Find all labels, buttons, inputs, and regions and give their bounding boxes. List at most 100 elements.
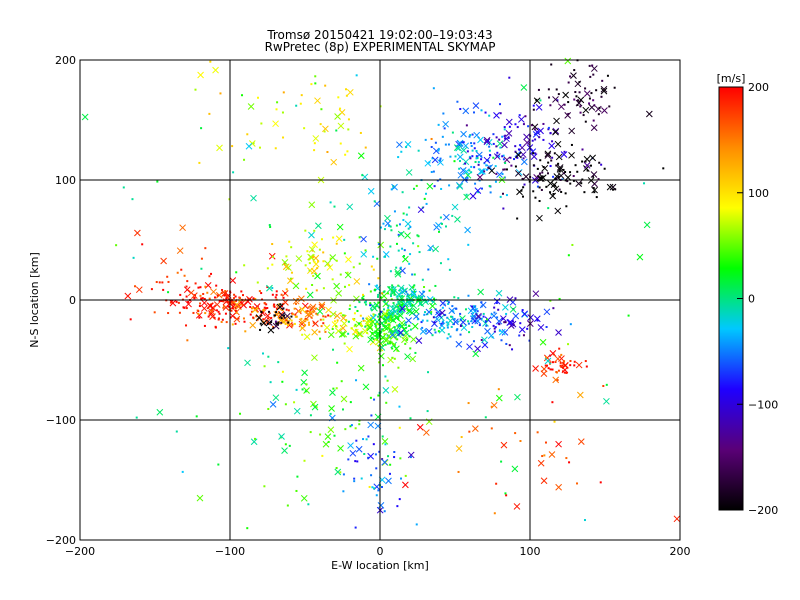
data-point-dot <box>331 278 334 281</box>
data-point-dot <box>235 311 238 314</box>
data-point-x <box>347 442 354 449</box>
data-point-dot <box>572 175 575 178</box>
data-point-x <box>548 451 556 458</box>
chart-title: Tromsø 20150421 19:02:00–19:03:43 <box>267 28 493 42</box>
data-point-x <box>366 324 374 332</box>
data-point-dot <box>201 297 204 300</box>
data-point-dot <box>430 310 433 313</box>
data-point-dot <box>484 111 487 114</box>
data-point-dot <box>253 437 256 440</box>
data-point-x <box>503 135 510 143</box>
data-point-dot <box>198 161 201 164</box>
data-point-x <box>473 131 481 139</box>
data-point-dot <box>343 238 346 241</box>
data-point-dot <box>347 320 350 323</box>
data-point-dot <box>423 286 426 289</box>
data-point-dot <box>494 165 497 168</box>
data-point-dot <box>358 301 361 304</box>
data-point-dot <box>418 251 421 254</box>
data-point-dot <box>567 101 570 104</box>
data-point-dot <box>395 266 398 269</box>
data-point-dot <box>405 290 408 293</box>
data-point-dot <box>462 141 465 144</box>
data-point-dot <box>409 303 412 306</box>
data-point-dot <box>327 314 330 317</box>
data-point-dot <box>600 95 603 98</box>
data-point-x <box>515 151 522 159</box>
data-point-x <box>323 324 331 332</box>
data-point-x <box>514 393 521 401</box>
data-point-x <box>377 352 385 360</box>
data-point-dot <box>275 311 278 314</box>
data-point-dot <box>304 229 307 232</box>
data-point-x <box>382 300 390 308</box>
data-point-dot <box>208 297 211 300</box>
data-point-dot <box>307 306 310 309</box>
data-point-dot <box>346 271 349 274</box>
data-point-x <box>443 213 450 221</box>
data-point-dot <box>424 138 427 141</box>
data-point-dot <box>374 324 377 327</box>
data-point-dot <box>446 326 449 329</box>
data-point-dot <box>544 441 547 444</box>
data-point-dot <box>433 321 436 324</box>
data-point-x <box>233 315 241 323</box>
data-point-dot <box>232 297 235 300</box>
data-point-x <box>367 336 374 344</box>
data-point-dot <box>358 236 361 239</box>
data-point-dot <box>477 161 480 164</box>
data-point-dot <box>299 310 302 313</box>
data-point-dot <box>400 310 403 313</box>
data-point-dot <box>381 435 384 438</box>
data-point-dot <box>280 316 283 319</box>
data-point-dot <box>383 510 386 513</box>
data-point-dot <box>209 60 212 63</box>
data-point-dot <box>439 262 442 265</box>
data-point-dot <box>285 288 288 291</box>
data-point-dot <box>393 293 396 296</box>
data-point-dot <box>199 302 202 305</box>
data-point-dot <box>396 298 399 301</box>
data-point-dot <box>413 273 416 276</box>
data-point-dot <box>538 172 541 175</box>
data-point-dot <box>252 142 255 145</box>
data-point-x <box>287 277 294 285</box>
data-point-dot <box>582 114 585 117</box>
data-point-dot <box>376 257 379 260</box>
data-point-dot <box>551 361 554 364</box>
data-point-dot <box>392 286 395 289</box>
data-point-dot <box>390 229 393 232</box>
data-point-dot <box>485 168 488 171</box>
data-point-dot <box>467 322 470 325</box>
data-point-dot <box>547 126 550 129</box>
data-point-dot <box>266 307 269 310</box>
data-point-x <box>353 295 360 303</box>
data-point-x <box>462 158 470 166</box>
data-point-dot <box>439 178 442 181</box>
data-point-dot <box>598 161 601 164</box>
data-point-dot <box>387 308 390 311</box>
data-point-dot <box>200 127 203 130</box>
data-point-dot <box>370 414 373 417</box>
data-point-x <box>318 301 326 309</box>
data-point-dot <box>534 138 537 141</box>
data-point-dot <box>387 455 390 458</box>
data-point-dot <box>405 213 408 216</box>
data-point-dot <box>543 454 546 457</box>
data-point-dot <box>225 297 228 300</box>
data-point-x <box>564 57 572 65</box>
data-point-dot <box>480 109 483 112</box>
data-point-dot <box>387 316 390 319</box>
data-point-dot <box>492 324 495 327</box>
data-point-x <box>272 394 280 402</box>
data-point-x <box>438 309 446 317</box>
data-point-x <box>463 193 470 201</box>
data-point-dot <box>542 122 545 125</box>
data-point-dot <box>511 320 514 323</box>
data-point-dot <box>500 339 503 342</box>
data-point-x <box>229 312 236 320</box>
data-point-dot <box>284 443 287 446</box>
data-point-dot <box>490 427 493 430</box>
data-point-dot <box>319 433 322 436</box>
data-point-dot <box>589 75 592 78</box>
